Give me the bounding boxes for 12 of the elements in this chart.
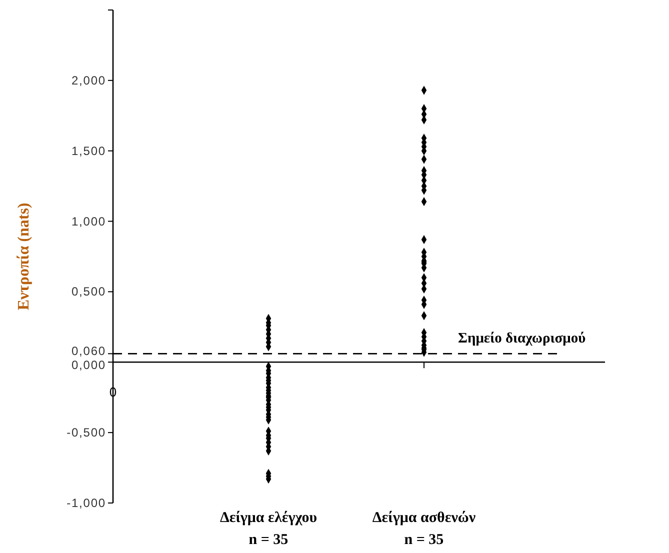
ref-line-label: Σημείο διαχωρισμού <box>458 330 586 347</box>
y-axis-title: Εντροπία (nats) <box>16 202 32 310</box>
y-tick-label: 0,060 <box>71 344 106 358</box>
y-tick-label: 0,500 <box>71 284 106 299</box>
y-tick-label: 0,000 <box>71 358 106 372</box>
x-tick-label: Δείγμα ασθενών n = 35 <box>372 510 476 548</box>
y-tick-label: 2,000 <box>71 73 106 88</box>
y-tick-label: 1,000 <box>71 214 106 228</box>
y-tick-label: -1,000 <box>66 496 106 510</box>
x-tick-label: Δείγμα ελέγχου n = 35 <box>220 510 318 548</box>
y-tick-label: -0,500 <box>66 426 106 440</box>
y-tick-label: 1,500 <box>71 144 106 158</box>
